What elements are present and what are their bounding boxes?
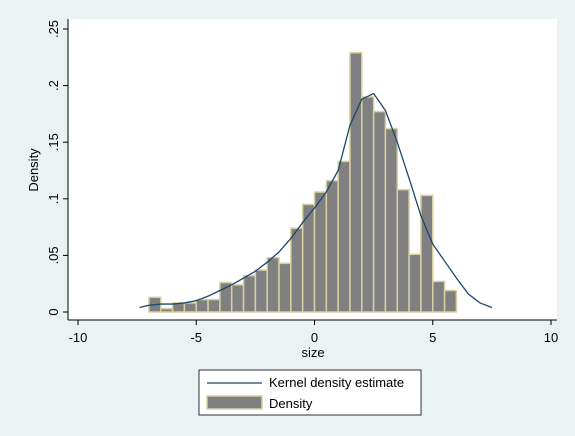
legend-kde-label: Kernel density estimate — [269, 375, 404, 390]
legend-density-label: Density — [269, 396, 313, 411]
histogram-bar — [349, 52, 363, 313]
histogram-bar — [443, 289, 458, 313]
x-tick-label: -5 — [190, 330, 202, 345]
histogram-bar — [266, 256, 280, 313]
histogram-bar — [207, 298, 221, 313]
histogram-bar — [230, 284, 245, 313]
kernel-density-line — [139, 92, 493, 309]
histogram-bar — [384, 127, 399, 313]
histogram-bar — [278, 262, 292, 313]
histogram-bar — [254, 269, 268, 313]
histogram-bar — [396, 188, 410, 313]
histogram-bar — [242, 275, 257, 313]
x-tick-label: 10 — [544, 330, 558, 345]
y-tick-label: .05 — [46, 246, 61, 264]
histogram-bar — [420, 194, 434, 313]
histogram-bar — [160, 307, 174, 313]
y-tick-label: .2 — [46, 80, 61, 91]
density-bars — [148, 52, 458, 313]
histogram-bar — [408, 253, 422, 313]
histogram-bar — [183, 302, 198, 313]
y-axis-title: Density — [26, 148, 41, 192]
histogram-bar — [195, 298, 209, 313]
y-axis-ticks: 0 .05 .1 .15 .2 .25 — [46, 20, 68, 316]
x-axis-ticks: -10 -5 0 5 10 — [69, 320, 558, 345]
y-tick-label: 0 — [46, 308, 61, 315]
x-axis-title: size — [301, 345, 324, 360]
y-tick-label: .15 — [46, 133, 61, 151]
histogram-bar — [325, 179, 339, 313]
histogram-bar — [337, 160, 351, 313]
y-tick-label: .25 — [46, 20, 61, 38]
x-tick-label: -10 — [69, 330, 88, 345]
legend-density-swatch — [206, 395, 263, 410]
histogram-bar — [361, 96, 375, 313]
histogram-bar — [313, 191, 328, 313]
legend: Kernel density estimate Density — [198, 369, 422, 416]
y-tick-label: .1 — [46, 193, 61, 204]
histogram-bar — [372, 110, 387, 313]
histogram-bar — [290, 227, 304, 313]
x-tick-label: 5 — [429, 330, 436, 345]
histogram-bar — [432, 280, 446, 313]
x-tick-label: 0 — [311, 330, 318, 345]
